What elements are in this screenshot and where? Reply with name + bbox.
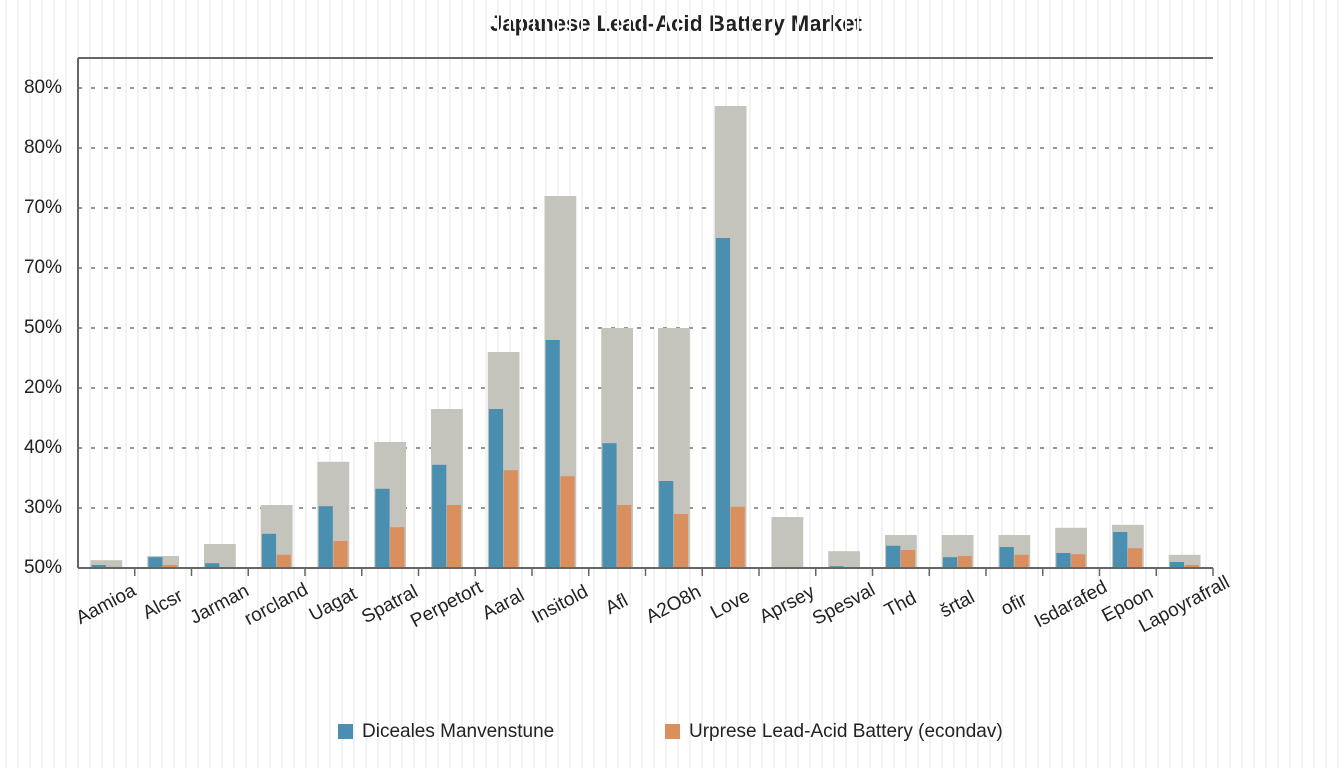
bar bbox=[276, 554, 291, 568]
bar bbox=[730, 506, 745, 568]
bar bbox=[91, 565, 106, 568]
legend-label: Urprese Lead-Acid Battery (econdav) bbox=[689, 721, 1003, 742]
bar bbox=[957, 556, 972, 568]
bar bbox=[560, 476, 575, 568]
y-tick-label: 70% bbox=[24, 257, 62, 278]
bar bbox=[1071, 554, 1086, 568]
bar bbox=[1014, 554, 1029, 568]
bar-total bbox=[90, 560, 123, 568]
legend-label: Diceales Manvenstune bbox=[362, 721, 554, 742]
bar bbox=[617, 505, 632, 568]
y-tick-label: 80% bbox=[24, 77, 62, 98]
y-tick-label: 20% bbox=[24, 377, 62, 398]
bar bbox=[942, 557, 958, 568]
bar bbox=[148, 557, 163, 568]
bar bbox=[375, 488, 390, 568]
bar bbox=[205, 563, 220, 568]
bar bbox=[1056, 553, 1071, 568]
y-tick-label: 40% bbox=[24, 437, 62, 458]
bar bbox=[333, 541, 348, 568]
bar bbox=[886, 545, 901, 568]
bar bbox=[900, 550, 916, 568]
y-tick-label: 50% bbox=[24, 557, 62, 578]
x-tick-label: Alcsr bbox=[139, 585, 187, 624]
x-tick-label: Thd bbox=[881, 588, 920, 622]
bar bbox=[545, 340, 560, 568]
bar bbox=[1127, 548, 1143, 568]
bar bbox=[602, 443, 617, 568]
legend-swatch bbox=[665, 724, 680, 739]
bar bbox=[261, 533, 277, 568]
bar bbox=[432, 464, 447, 568]
bar bbox=[163, 565, 178, 568]
x-tick-label: Jarman bbox=[187, 580, 253, 628]
bar bbox=[999, 547, 1014, 568]
bar bbox=[1184, 565, 1199, 568]
y-tick-label: 50% bbox=[24, 317, 62, 338]
y-tick-label: 80% bbox=[24, 137, 62, 158]
bar bbox=[715, 238, 731, 568]
bar bbox=[446, 505, 462, 568]
legend-swatch bbox=[338, 724, 353, 739]
x-tick-label: Aamioa bbox=[73, 580, 140, 629]
bar bbox=[488, 409, 504, 568]
x-tick-label: A2O8h bbox=[643, 581, 705, 627]
bar bbox=[673, 514, 689, 568]
y-tick-label: 30% bbox=[24, 497, 62, 518]
bar bbox=[659, 481, 674, 568]
bar bbox=[318, 506, 333, 568]
chart-title: Japanese Lead-Acid Battery Market bbox=[490, 11, 862, 36]
x-tick-label: rorcland bbox=[241, 579, 311, 630]
bar bbox=[390, 527, 405, 568]
x-tick-label: Spesval bbox=[809, 579, 879, 629]
bar bbox=[1169, 562, 1185, 568]
y-tick-label: 70% bbox=[24, 197, 62, 218]
bar bbox=[503, 470, 518, 568]
bar-total bbox=[828, 551, 861, 568]
bar-total bbox=[771, 517, 804, 568]
x-tick-label: Uagat bbox=[306, 583, 361, 626]
bar bbox=[1113, 532, 1128, 568]
